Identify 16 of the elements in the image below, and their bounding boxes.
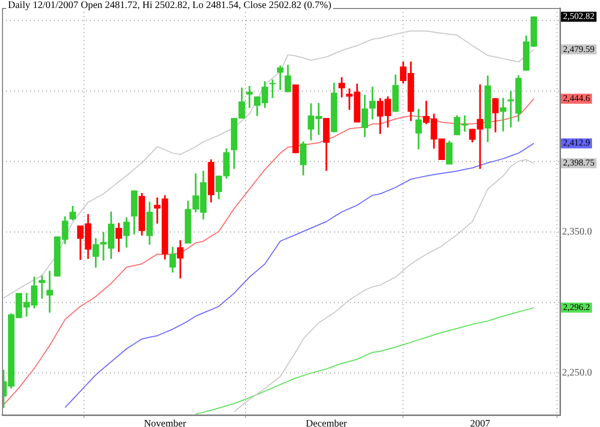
x-tick-label: 2007 bbox=[470, 418, 490, 427]
candlestick bbox=[246, 86, 253, 108]
y-tick-label: 2,250.0 bbox=[562, 367, 592, 378]
text: 2,296.2 bbox=[563, 302, 590, 312]
x-tick-label: November bbox=[144, 418, 187, 427]
text: 2,444.6 bbox=[563, 93, 590, 104]
x-tick-label: December bbox=[306, 418, 348, 427]
chart-title: Daily 12/01/2007 Open 2481.72, Hi 2502.82, Lo 2481.54, Close 2502.82 (0.7%) bbox=[6, 0, 334, 11]
text: 2,502.82 bbox=[563, 11, 594, 22]
text: 2,479.59 bbox=[563, 44, 595, 54]
candlestick bbox=[38, 275, 46, 299]
y-tick-label: 2,350.0 bbox=[562, 226, 592, 238]
candlestick bbox=[369, 86, 376, 120]
text: 2,398.75 bbox=[563, 158, 595, 168]
candlestick bbox=[269, 79, 276, 98]
text: 2,412.9 bbox=[563, 138, 590, 148]
